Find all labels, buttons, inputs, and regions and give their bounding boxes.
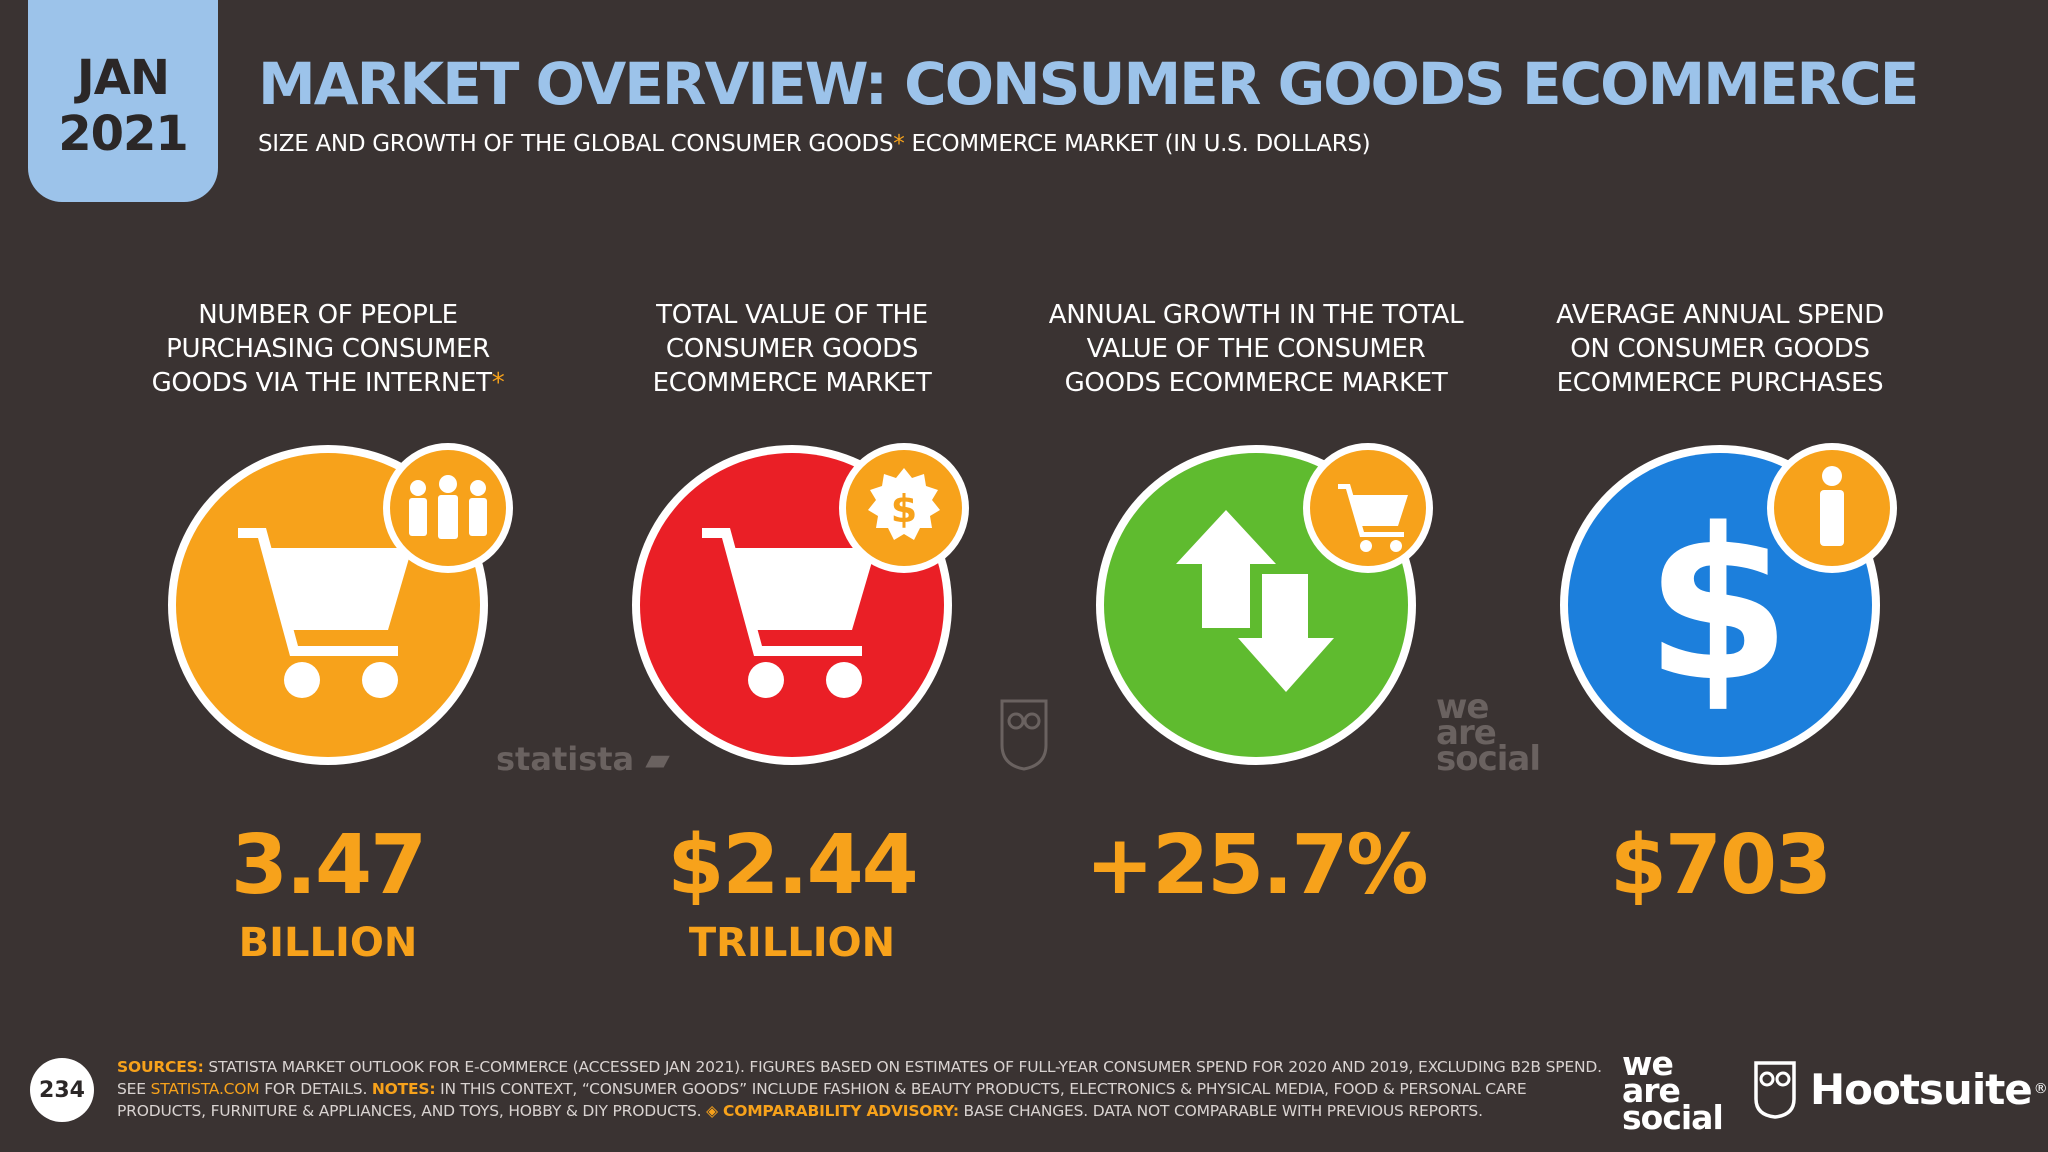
label-line: NUMBER OF PEOPLE bbox=[198, 300, 458, 330]
person-icon bbox=[1820, 466, 1844, 546]
owl-logo-icon bbox=[1754, 1061, 1796, 1119]
stat-unit-market-value: TRILLION bbox=[688, 920, 896, 966]
stat-label-growth: ANNUAL GROWTH IN THE TOTAL VALUE OF THE … bbox=[1046, 298, 1466, 400]
wearesocial-watermark-line: we bbox=[1436, 687, 1489, 727]
label-line: ECOMMERCE PURCHASES bbox=[1556, 368, 1884, 398]
stat-value-market-value: $2.44 bbox=[667, 818, 918, 913]
people-icon bbox=[409, 475, 487, 539]
was-logo-line: are bbox=[1622, 1071, 1681, 1110]
footer-sources: SOURCES: STATISTA MARKET OUTLOOK FOR E-C… bbox=[117, 1056, 1607, 1122]
label-line: TOTAL VALUE OF THE bbox=[656, 300, 928, 330]
subtitle-text: SIZE AND GROWTH OF THE GLOBAL CONSUMER G… bbox=[258, 131, 894, 157]
stat-label-market-value: TOTAL VALUE OF THE CONSUMER GOODS ECOMME… bbox=[582, 298, 1002, 400]
advisory-text: BASE CHANGES. DATA NOT COMPARABLE WITH P… bbox=[958, 1102, 1483, 1120]
statista-logo-icon: ▰ bbox=[645, 740, 670, 778]
wearesocial-watermark-line: social bbox=[1436, 739, 1541, 779]
wearesocial-watermark: we are social bbox=[1436, 687, 1541, 779]
was-logo-line: social bbox=[1622, 1098, 1724, 1137]
registered-mark: ® bbox=[2033, 1081, 2048, 1097]
label-asterisk: * bbox=[491, 368, 505, 398]
stat-label-annual-spend: AVERAGE ANNUAL SPEND ON CONSUMER GOODS E… bbox=[1510, 298, 1930, 400]
market-value-icon: $ bbox=[622, 440, 982, 780]
stat-value-annual-spend: $703 bbox=[1609, 818, 1832, 913]
owl-watermark-icon bbox=[996, 695, 1052, 775]
date-year: 2021 bbox=[58, 106, 189, 162]
hootsuite-wordmark: Hootsuite bbox=[1810, 1064, 2033, 1114]
statista-watermark-text: statista bbox=[496, 740, 635, 778]
label-line: PURCHASING CONSUMER bbox=[166, 334, 490, 364]
page-subtitle: SIZE AND GROWTH OF THE GLOBAL CONSUMER G… bbox=[258, 131, 1371, 157]
label-line: ANNUAL GROWTH IN THE TOTAL bbox=[1048, 300, 1464, 330]
subtitle-text-end: ECOMMERCE MARKET (IN U.S. DOLLARS) bbox=[904, 131, 1371, 157]
label-line: ON CONSUMER GOODS bbox=[1570, 334, 1870, 364]
notes-label: NOTES: bbox=[371, 1080, 436, 1098]
wearesocial-watermark-line: are bbox=[1436, 713, 1497, 753]
stat-unit-people: BILLION bbox=[238, 920, 418, 966]
page-number: 234 bbox=[30, 1058, 94, 1122]
subtitle-asterisk: * bbox=[893, 131, 905, 157]
label-line: ECOMMERCE MARKET bbox=[652, 368, 932, 398]
label-line: VALUE OF THE CONSUMER bbox=[1086, 334, 1426, 364]
was-logo-line: we bbox=[1622, 1044, 1674, 1083]
stat-value-people: 3.47 bbox=[230, 818, 427, 913]
page-title: MARKET OVERVIEW: CONSUMER GOODS ECOMMERC… bbox=[258, 50, 1919, 118]
growth-icon bbox=[1086, 440, 1446, 780]
label-line: AVERAGE ANNUAL SPEND bbox=[1556, 300, 1884, 330]
wearesocial-logo: we are social bbox=[1622, 1044, 1732, 1137]
sources-label: SOURCES: bbox=[117, 1058, 204, 1076]
label-line-text: GOODS VIA THE INTERNET bbox=[151, 368, 492, 398]
date-month: JAN bbox=[76, 50, 170, 106]
statista-watermark: statista ▰ bbox=[496, 740, 670, 778]
date-tab: JAN 2021 bbox=[28, 0, 218, 202]
advisory-label: ◈ COMPARABILITY ADVISORY: bbox=[706, 1102, 959, 1120]
up-down-arrows-icon bbox=[1176, 510, 1334, 692]
shopping-cart-icon bbox=[1338, 484, 1408, 552]
people-purchasing-icon bbox=[158, 440, 518, 780]
notes-text: IN THIS CONTEXT, “CONSUMER GOODS” INCLUD… bbox=[117, 1080, 1527, 1120]
label-line: GOODS ECOMMERCE MARKET bbox=[1064, 368, 1448, 398]
dollar-badge-icon: $ bbox=[868, 468, 940, 540]
stat-label-people: NUMBER OF PEOPLE PURCHASING CONSUMER GOO… bbox=[118, 298, 538, 400]
shopping-cart-icon bbox=[702, 528, 876, 698]
sources-text-2: FOR DETAILS. bbox=[259, 1080, 372, 1098]
hootsuite-logo: Hootsuite ® bbox=[1752, 1058, 2048, 1120]
sources-text: STATISTA MARKET OUTLOOK FOR E-COMMERCE (… bbox=[117, 1058, 1602, 1098]
annual-spend-icon: $ bbox=[1550, 440, 1910, 780]
label-line: CONSUMER GOODS bbox=[665, 334, 919, 364]
dollar-sign-icon: $ bbox=[1645, 483, 1791, 728]
svg-text:$: $ bbox=[891, 487, 917, 531]
shopping-cart-icon bbox=[238, 528, 412, 698]
stat-value-growth: +25.7% bbox=[1085, 818, 1428, 913]
statista-link[interactable]: STATISTA.COM bbox=[150, 1080, 260, 1098]
label-line: GOODS VIA THE INTERNET* bbox=[118, 366, 538, 400]
